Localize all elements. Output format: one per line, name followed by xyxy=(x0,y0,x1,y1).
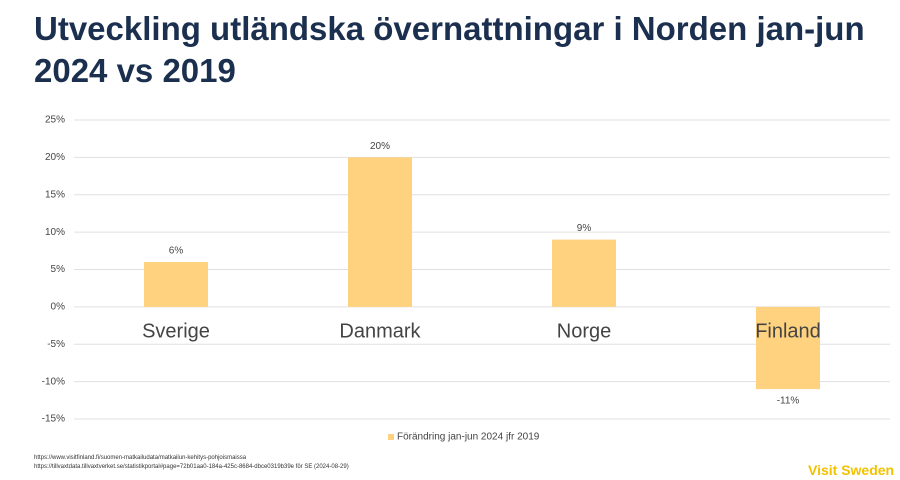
y-tick-label: 10% xyxy=(45,227,65,238)
bar xyxy=(552,239,616,307)
y-tick-label: 20% xyxy=(45,152,65,163)
data-label: 20% xyxy=(370,141,390,152)
y-tick-label: 5% xyxy=(51,264,66,275)
y-tick-label: 15% xyxy=(45,189,65,200)
logo: Visit Sweden xyxy=(808,462,895,478)
y-tick-label: 25% xyxy=(45,115,65,126)
y-tick-label: -5% xyxy=(47,339,65,350)
y-tick-label: 0% xyxy=(51,302,66,313)
y-tick-label: -15% xyxy=(42,414,65,425)
data-label: 9% xyxy=(577,223,592,234)
x-tick-label: Norge xyxy=(557,320,611,342)
y-tick-label: -10% xyxy=(42,376,65,387)
data-label: 6% xyxy=(169,246,184,257)
bar xyxy=(144,262,208,307)
source: https://tillvaxtdata.tillvaxtverket.se/s… xyxy=(34,464,349,470)
x-tick-label: Sverige xyxy=(142,320,210,342)
legend-swatch xyxy=(388,434,394,440)
title: Utveckling utländska övernattningar i No… xyxy=(34,10,865,89)
data-label: -11% xyxy=(777,396,800,407)
x-tick-label: Danmark xyxy=(339,320,421,342)
bar xyxy=(348,157,412,307)
legend-label: Förändring jan-jun 2024 jfr 2019 xyxy=(397,432,540,443)
bar xyxy=(756,306,820,390)
source: https://www.visitfinland.fi/suomen-matka… xyxy=(34,455,247,461)
x-tick-label: Finland xyxy=(755,320,821,342)
